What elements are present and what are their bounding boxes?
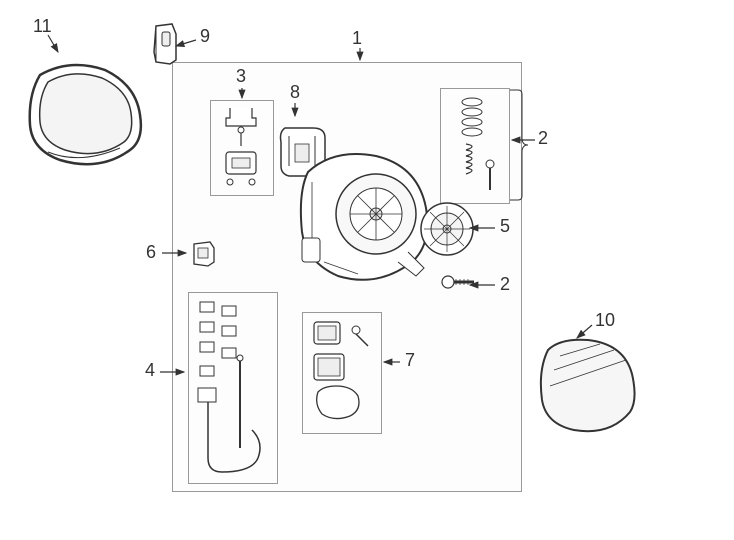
callout-3: 3 bbox=[236, 66, 246, 87]
callout-2b: 2 bbox=[500, 274, 510, 295]
callout-4: 4 bbox=[145, 360, 155, 381]
callout-9: 9 bbox=[200, 26, 210, 47]
callout-1: 1 bbox=[352, 28, 362, 49]
callout-2: 2 bbox=[538, 128, 548, 149]
callout-11: 11 bbox=[33, 16, 52, 37]
callout-6: 6 bbox=[146, 242, 156, 263]
callout-10: 10 bbox=[595, 310, 615, 331]
arrows-layer bbox=[0, 0, 734, 540]
callout-5: 5 bbox=[500, 216, 510, 237]
callout-8: 8 bbox=[290, 82, 300, 103]
callout-7: 7 bbox=[405, 350, 415, 371]
